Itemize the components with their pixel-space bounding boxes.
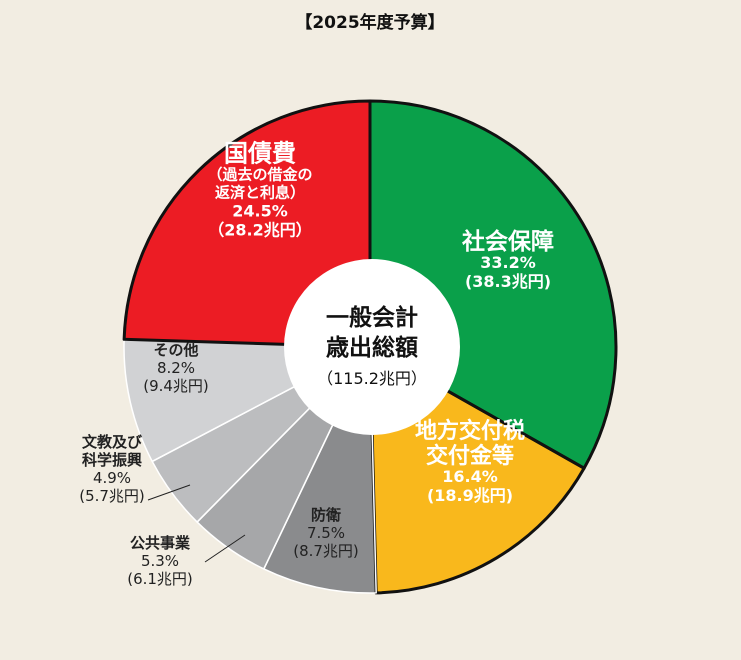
slice-border-2 <box>368 345 586 595</box>
slice-percent: 4.9% <box>93 469 131 487</box>
slice-name: 文教及び <box>82 433 142 451</box>
slice-name: その他 <box>153 341 198 359</box>
slice-name: 社会保障 <box>462 228 554 255</box>
slice-percent: 16.4% <box>442 467 498 486</box>
slice-name: 交付金等 <box>426 443 514 469</box>
chart-title: 【2025年度予算】 <box>295 12 444 33</box>
slice-percent: 8.2% <box>157 359 195 377</box>
slice-amount: （28.2兆円） <box>208 221 311 240</box>
slice-border-3 <box>263 346 377 594</box>
slice-subtitle: （過去の借金の <box>207 166 312 184</box>
center-label-line2: 歳出総額 <box>326 334 418 361</box>
slice-border-1 <box>368 99 618 470</box>
slice-amount: (6.1兆円) <box>127 570 193 588</box>
slice-percent: 7.5% <box>307 524 345 542</box>
slice-amount: (8.7兆円) <box>293 542 359 560</box>
center-label-line1: 一般会計 <box>326 304 418 331</box>
center-hole <box>284 259 460 435</box>
slice-name: 地方交付税 <box>415 418 525 444</box>
leader-lines <box>147 484 246 563</box>
slice-border-6 <box>123 338 371 463</box>
leader-line <box>147 484 191 501</box>
center-total-label: （115.2兆円） <box>317 369 427 388</box>
slice-amount: (9.4兆円) <box>143 377 209 395</box>
slice-border-7 <box>122 99 372 349</box>
slice-name: 防衛 <box>311 506 341 524</box>
slice-name: 科学振興 <box>82 451 142 469</box>
leader-line <box>204 534 246 563</box>
center-label: 一般会計 歳出総額 （115.2兆円） <box>317 304 427 388</box>
slice-percent: 5.3% <box>141 552 179 570</box>
slice-percent: 33.2% <box>480 253 536 272</box>
slice-subtitle: 返済と利息） <box>215 184 305 202</box>
slice-amount: (18.9兆円) <box>427 486 513 505</box>
slice-name: 公共事業 <box>130 534 191 552</box>
slice-percent: 24.5% <box>232 202 288 221</box>
slice-name: 国債費 <box>224 140 296 168</box>
slice-amount: (5.7兆円) <box>79 487 145 505</box>
slice-borders <box>122 99 618 595</box>
slice-amount: (38.3兆円) <box>465 272 551 291</box>
